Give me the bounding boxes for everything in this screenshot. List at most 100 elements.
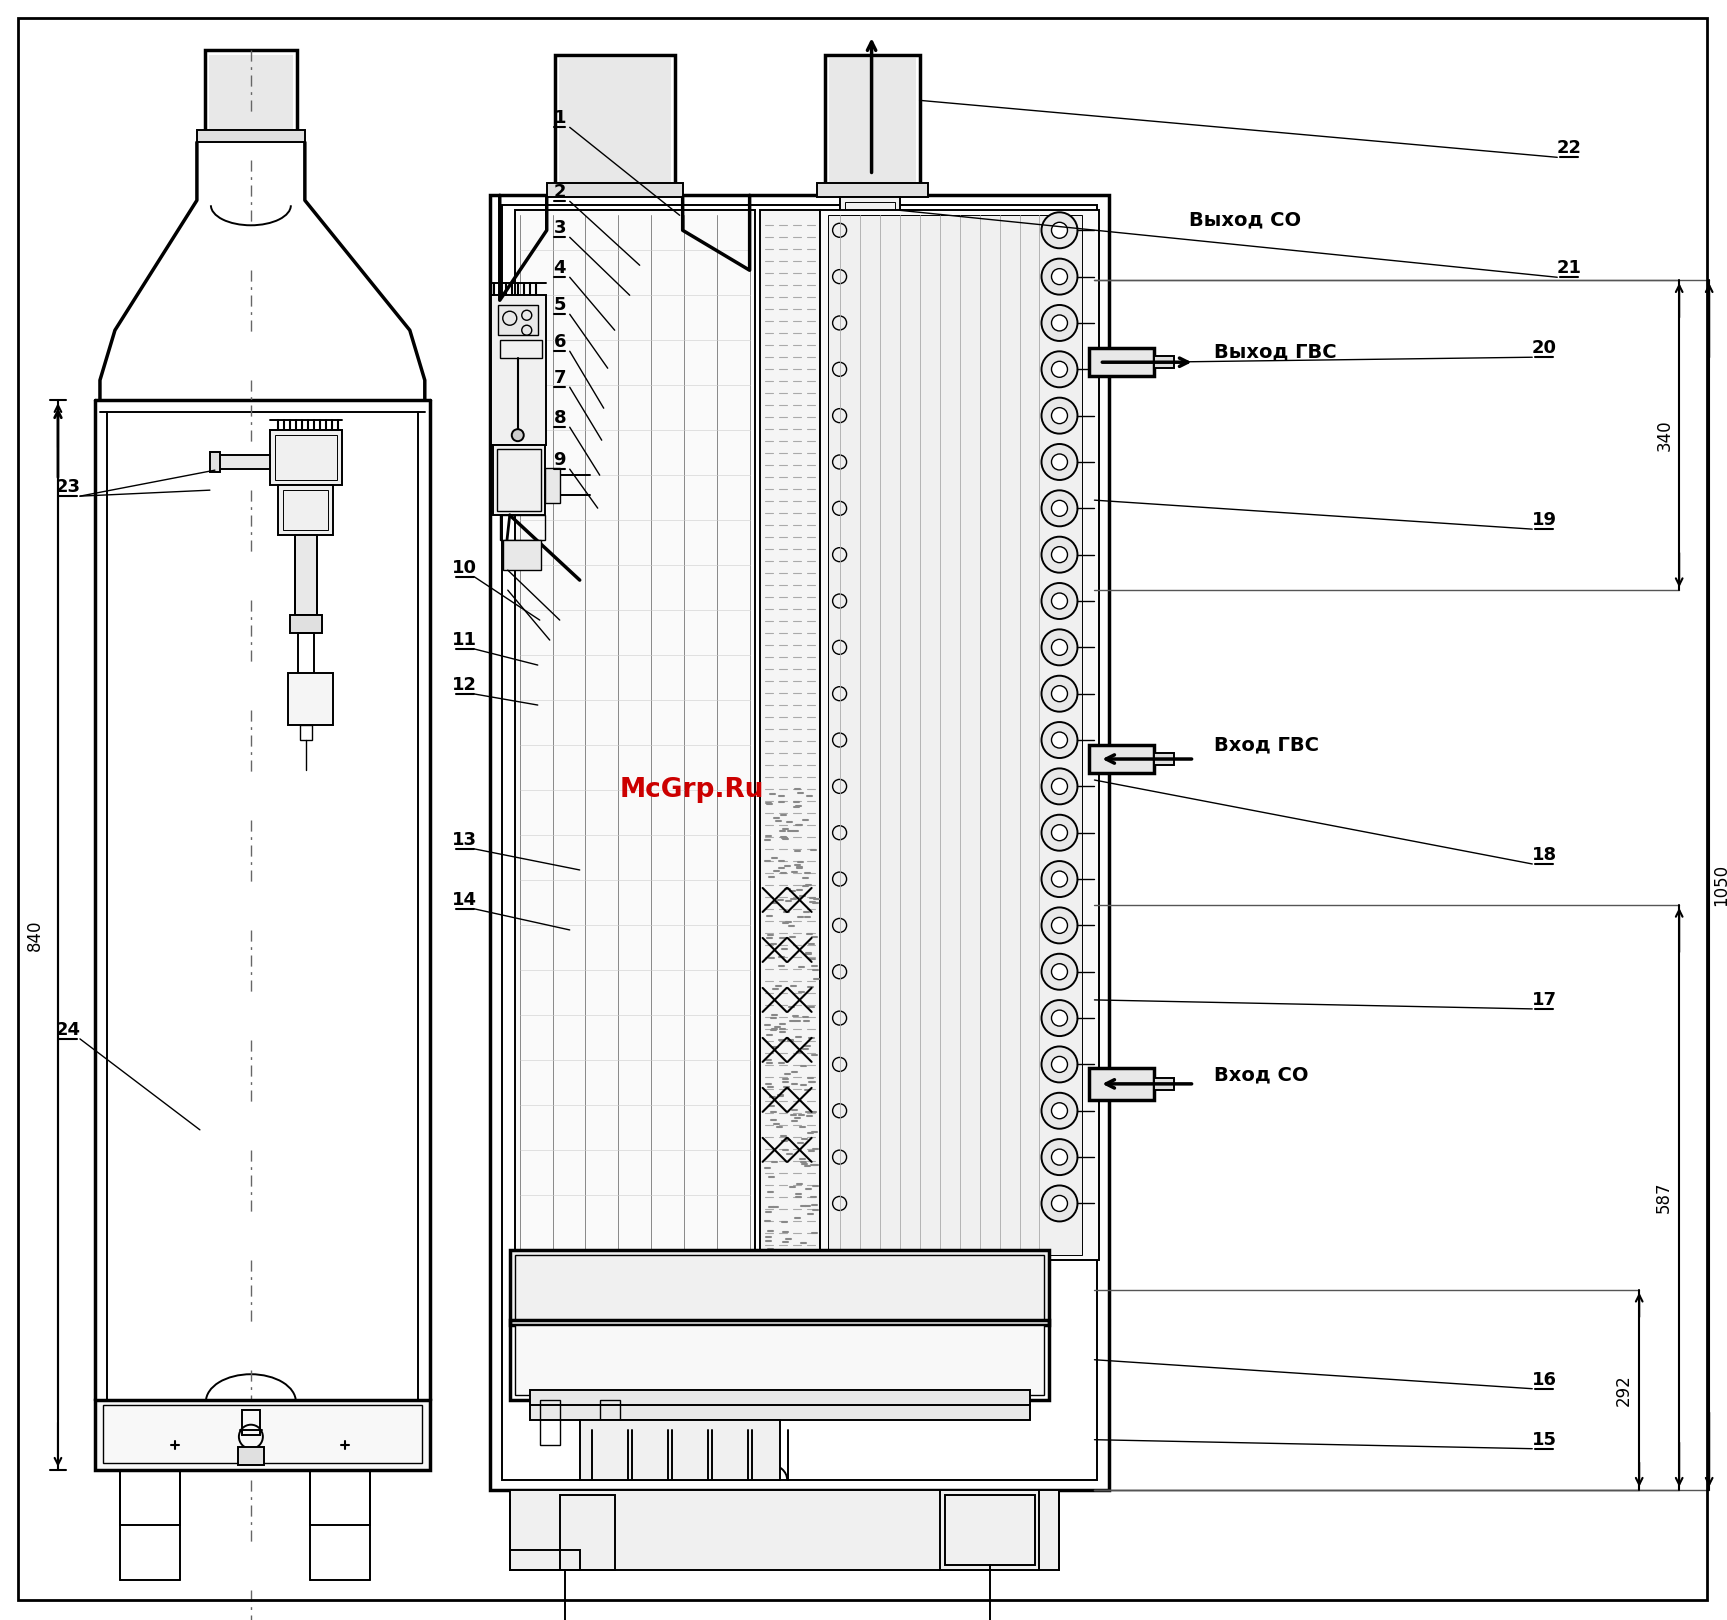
Text: 587: 587 (1654, 1181, 1673, 1212)
Circle shape (1041, 1186, 1078, 1221)
Bar (547, 183, 682, 198)
Bar (490, 196, 1109, 1490)
Circle shape (1052, 593, 1067, 609)
Bar (503, 539, 541, 570)
Circle shape (1041, 815, 1078, 850)
Circle shape (1052, 917, 1067, 933)
Text: 19: 19 (1532, 512, 1556, 530)
Text: 340: 340 (1654, 420, 1673, 450)
Text: Выход ГВС: Выход ГВС (1214, 343, 1337, 361)
Bar (309, 1469, 370, 1524)
Text: McGrp.Ru: McGrp.Ru (620, 778, 765, 804)
Circle shape (1052, 361, 1067, 377)
Circle shape (1041, 397, 1078, 434)
Text: 13: 13 (452, 831, 477, 849)
Text: 14: 14 (452, 891, 477, 909)
Text: 10: 10 (452, 559, 477, 577)
Circle shape (1041, 723, 1078, 758)
Circle shape (1041, 1139, 1078, 1174)
Circle shape (1041, 1047, 1078, 1082)
Bar (509, 1320, 1050, 1400)
Bar (544, 468, 560, 504)
Text: Вход СО: Вход СО (1214, 1066, 1309, 1084)
Bar (95, 1400, 430, 1469)
Bar (1154, 1077, 1174, 1090)
Circle shape (1041, 676, 1078, 711)
Bar (945, 1495, 1034, 1565)
Circle shape (1041, 352, 1078, 387)
Circle shape (1052, 778, 1067, 794)
Circle shape (1041, 907, 1078, 943)
Bar (238, 1447, 264, 1464)
Text: Выход СО: Выход СО (1190, 211, 1302, 230)
Circle shape (1052, 1056, 1067, 1072)
Bar (541, 1400, 560, 1445)
Text: 6: 6 (553, 334, 566, 352)
Bar (1154, 753, 1174, 765)
Bar (829, 58, 915, 196)
Circle shape (1052, 1196, 1067, 1212)
Text: Вход ГВС: Вход ГВС (1214, 735, 1319, 755)
Text: 7: 7 (553, 369, 566, 387)
Bar (119, 1469, 180, 1524)
Bar (206, 50, 297, 141)
Bar (824, 55, 919, 196)
Circle shape (1052, 222, 1067, 238)
Bar (845, 202, 895, 258)
Bar (515, 211, 755, 1260)
Bar (288, 672, 333, 726)
Circle shape (1052, 408, 1067, 424)
Bar (580, 1419, 779, 1479)
Bar (499, 340, 542, 358)
Bar (214, 455, 269, 470)
Circle shape (1052, 685, 1067, 701)
Text: 8: 8 (553, 410, 566, 428)
Bar (554, 55, 675, 196)
Bar (515, 1256, 1045, 1320)
Bar (297, 633, 314, 679)
Bar (760, 211, 820, 1260)
Bar (560, 58, 670, 196)
Bar (599, 1400, 620, 1445)
Bar (817, 183, 927, 198)
Bar (1154, 356, 1174, 368)
Circle shape (1052, 732, 1067, 748)
Bar (197, 130, 306, 143)
Bar (1090, 1068, 1154, 1100)
Circle shape (1041, 768, 1078, 805)
Bar (283, 491, 328, 530)
Bar (503, 206, 1097, 1479)
Circle shape (1041, 1000, 1078, 1037)
Circle shape (1052, 872, 1067, 888)
Text: 292: 292 (1615, 1374, 1634, 1406)
Bar (1090, 745, 1154, 773)
Bar (839, 198, 900, 262)
Text: 5: 5 (553, 296, 566, 314)
Text: 1: 1 (553, 109, 566, 128)
Bar (499, 515, 544, 539)
Bar (211, 452, 219, 471)
Text: 11: 11 (452, 632, 477, 650)
Bar (827, 215, 1083, 1256)
Bar (209, 55, 294, 141)
Bar (300, 726, 313, 740)
Text: 4: 4 (553, 259, 566, 277)
Circle shape (1052, 454, 1067, 470)
Circle shape (1052, 501, 1067, 517)
Bar (939, 1490, 1040, 1570)
Bar (295, 535, 316, 616)
Circle shape (1052, 314, 1067, 330)
Bar (497, 449, 541, 512)
Bar (515, 1325, 1045, 1395)
Circle shape (1041, 954, 1078, 990)
Bar (242, 1409, 259, 1435)
Circle shape (1041, 259, 1078, 295)
Bar (509, 1550, 580, 1570)
Text: 20: 20 (1532, 339, 1556, 358)
Text: 18: 18 (1532, 846, 1556, 863)
Text: 15: 15 (1532, 1430, 1556, 1448)
Text: 840: 840 (26, 919, 43, 951)
Circle shape (1041, 536, 1078, 572)
Bar (530, 1390, 1029, 1419)
Text: 2: 2 (553, 183, 566, 201)
